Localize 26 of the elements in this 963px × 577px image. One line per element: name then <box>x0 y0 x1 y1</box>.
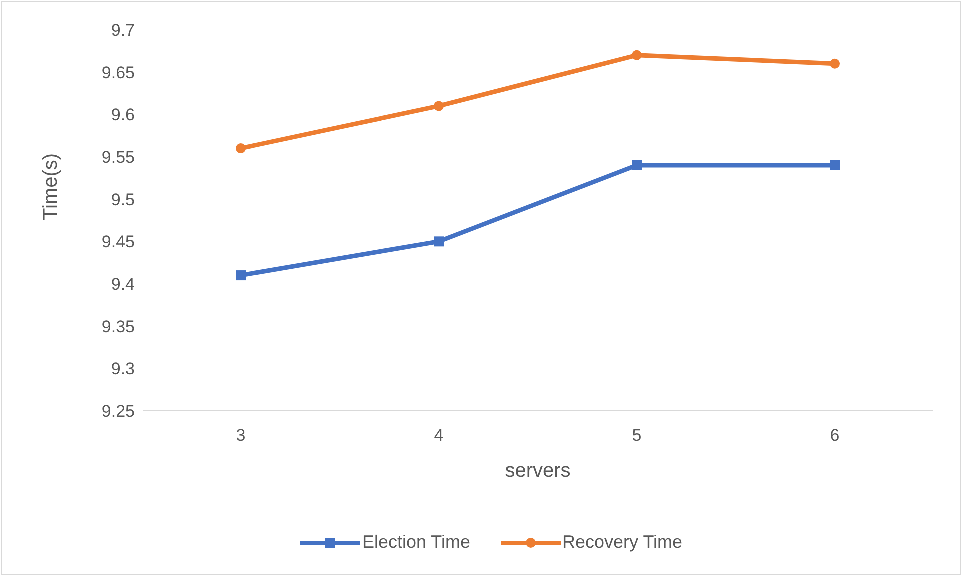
y-tick-label: 9.35 <box>102 317 135 336</box>
y-tick-label: 9.6 <box>111 106 135 125</box>
x-axis-title: servers <box>505 460 571 482</box>
y-tick-label: 9.4 <box>111 275 135 294</box>
x-tick-label: 6 <box>830 426 840 446</box>
y-axis-title: Time(s) <box>40 153 62 220</box>
y-tick-label: 9.7 <box>111 21 135 40</box>
y-tick-label: 9.5 <box>111 190 135 210</box>
point <box>434 236 444 247</box>
x-tick-label: 3 <box>236 426 246 446</box>
y-tick-label: 9.45 <box>102 232 135 252</box>
x-tick-label: 5 <box>632 426 642 446</box>
point <box>236 144 246 154</box>
legend-label: Recovery Time <box>562 532 683 553</box>
point <box>632 160 642 170</box>
point <box>434 101 444 112</box>
y-tick-label: 9.3 <box>111 360 135 379</box>
point <box>830 160 840 170</box>
legend-label: Election Time <box>362 532 470 553</box>
point <box>236 270 246 281</box>
y-tick-label: 9.25 <box>102 402 135 422</box>
point <box>632 50 642 60</box>
y-tick-label: 9.65 <box>102 63 135 82</box>
point <box>830 58 840 69</box>
x-tick-label: 4 <box>434 426 444 446</box>
y-tick-label: 9.55 <box>102 148 135 168</box>
